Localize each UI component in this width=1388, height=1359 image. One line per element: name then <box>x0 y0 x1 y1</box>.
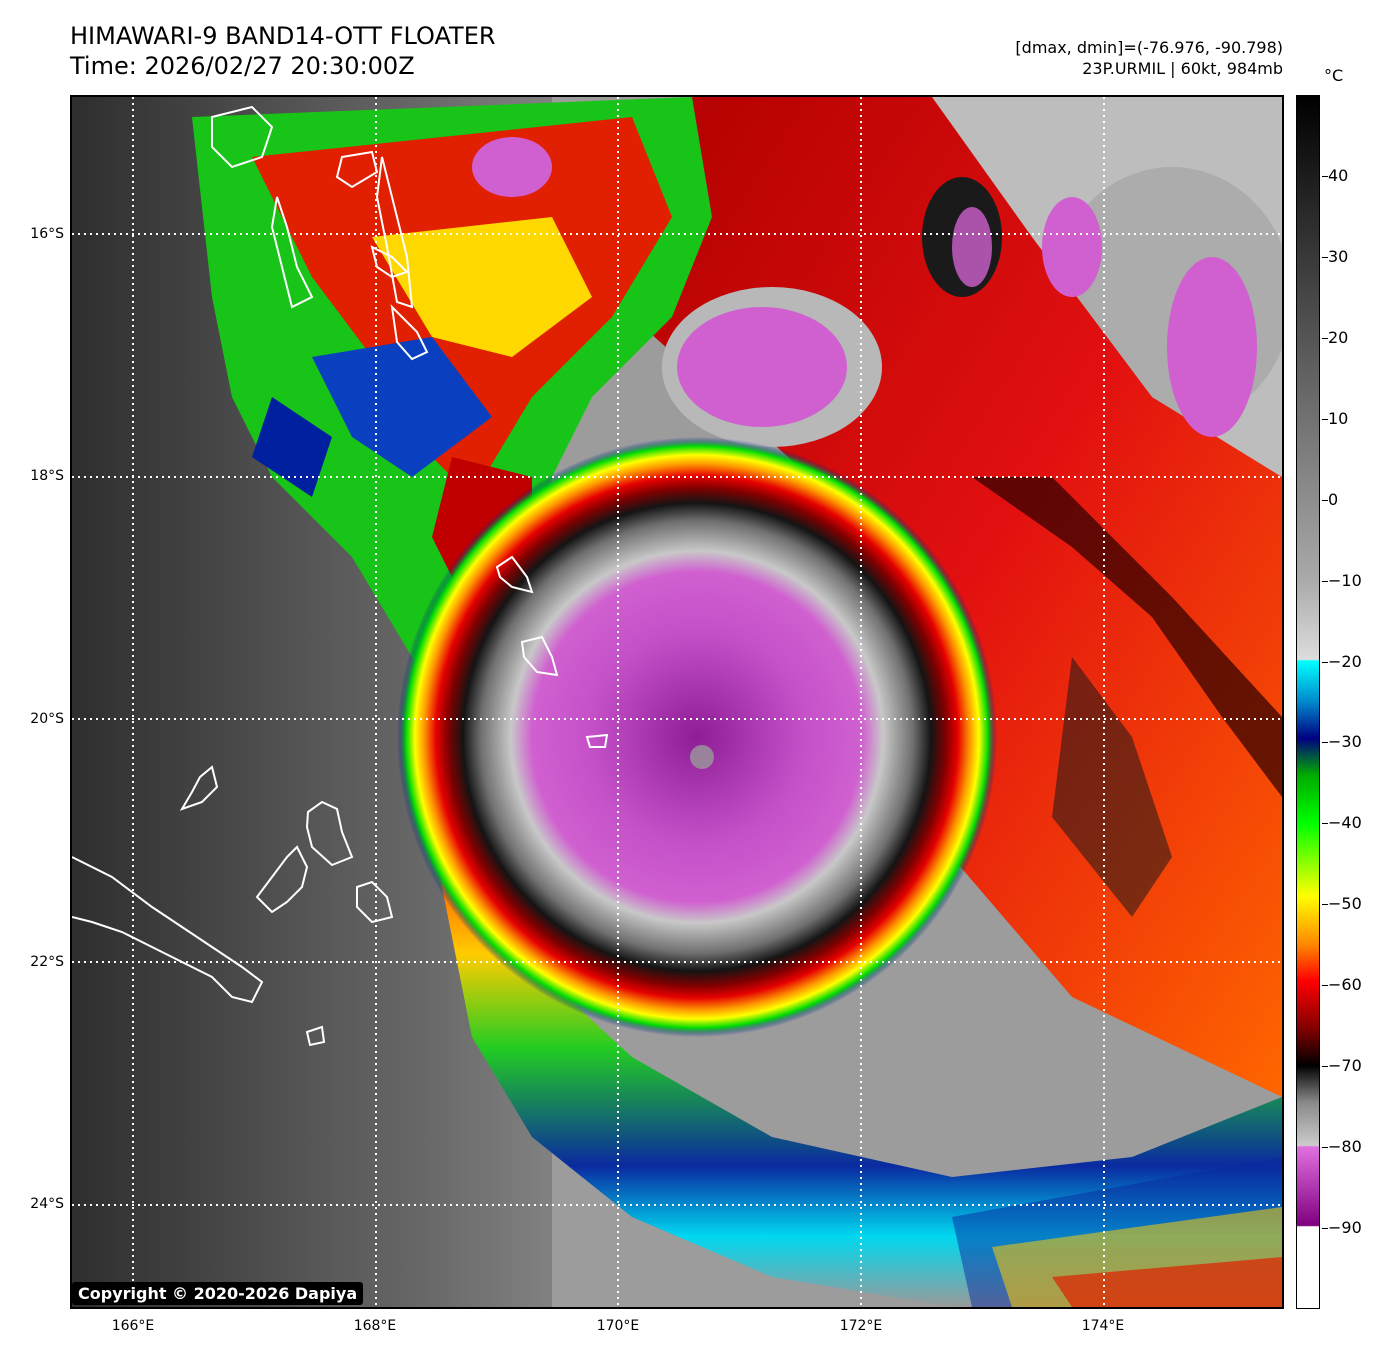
colorbar-tick-label: −20 <box>1328 651 1362 671</box>
lon-label-174e: 174°E <box>1081 1318 1125 1334</box>
satellite-imagery <box>72 97 1282 1307</box>
colorbar-tick-label: −70 <box>1328 1056 1362 1076</box>
colorbar-tick-label: 30 <box>1328 246 1349 266</box>
coastlines <box>72 105 609 1047</box>
colorbar-tick-label: 0 <box>1328 489 1339 509</box>
product-title: HIMAWARI-9 BAND14-OTT FLOATER <box>70 22 496 50</box>
colorbar-tick <box>1322 499 1328 501</box>
colorbar-tick-label: −80 <box>1328 1137 1362 1157</box>
lat-label-24s: 24°S <box>30 1196 64 1212</box>
colorbar-tick <box>1322 256 1328 258</box>
lon-label-168e: 168°E <box>353 1318 397 1334</box>
colorbar <box>1296 95 1320 1309</box>
colorbar-tick <box>1322 1228 1328 1230</box>
colorbar-tick-label: −90 <box>1328 1218 1362 1238</box>
colorbar-tick-label: 40 <box>1328 165 1349 185</box>
storm-info: 23P.URMIL | 60kt, 984mb <box>1082 59 1283 78</box>
colorbar-tick <box>1322 985 1328 987</box>
time-label: Time: 2026/02/27 20:30:00Z <box>70 52 415 80</box>
colorbar-tick <box>1322 1066 1328 1068</box>
colorbar-tick <box>1322 823 1328 825</box>
lon-label-166e: 166°E <box>111 1318 155 1334</box>
lon-label-172e: 172°E <box>839 1318 883 1334</box>
colorbar-tick <box>1322 904 1328 906</box>
colorbar-tick-label: 10 <box>1328 408 1349 428</box>
lat-label-20s: 20°S <box>30 711 64 727</box>
colorbar-tick <box>1322 742 1328 744</box>
lat-label-22s: 22°S <box>30 954 64 970</box>
colorbar-tick-label: −50 <box>1328 894 1362 914</box>
colorbar-unit: °C <box>1324 66 1344 85</box>
colorbar-tick-label: −30 <box>1328 732 1362 752</box>
colorbar-tick <box>1322 418 1328 420</box>
colorbar-tick-label: −10 <box>1328 570 1362 590</box>
satellite-map <box>70 95 1284 1309</box>
colorbar-tick <box>1322 661 1328 663</box>
colorbar-tick-label: 20 <box>1328 327 1349 347</box>
colorbar-tick-label: −60 <box>1328 975 1362 995</box>
lon-label-170e: 170°E <box>596 1318 640 1334</box>
range-info: [dmax, dmin]=(-76.976, -90.798) <box>1015 38 1283 57</box>
lat-label-16s: 16°S <box>30 226 64 242</box>
colorbar-tick <box>1322 1147 1328 1149</box>
colorbar-tick <box>1322 175 1328 177</box>
colorbar-tick-label: −40 <box>1328 813 1362 833</box>
lat-label-18s: 18°S <box>30 468 64 484</box>
colorbar-tick <box>1322 337 1328 339</box>
copyright-badge: Copyright © 2020-2026 Dapiya <box>72 1282 364 1305</box>
colorbar-tick <box>1322 580 1328 582</box>
